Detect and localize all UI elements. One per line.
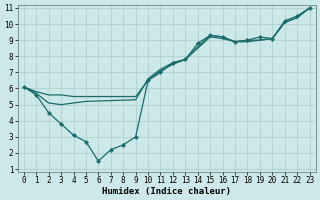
X-axis label: Humidex (Indice chaleur): Humidex (Indice chaleur) [102, 187, 231, 196]
